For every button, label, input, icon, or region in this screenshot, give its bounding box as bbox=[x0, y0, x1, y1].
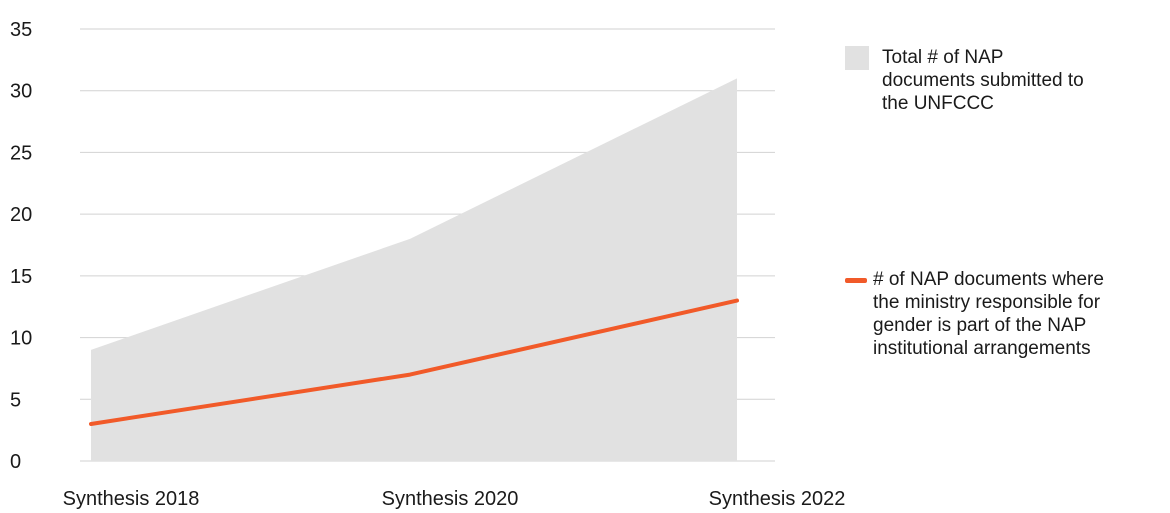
legend-label-total-documents: Total # of NAP documents submitted to th… bbox=[882, 47, 1084, 114]
total-documents-area-series bbox=[91, 78, 737, 461]
legend-item-total-documents: Total # of NAP documents submitted to th… bbox=[845, 46, 1084, 115]
y-tick-label-35: 35 bbox=[10, 19, 32, 41]
y-axis-tick-labels: 0 5 10 15 20 25 30 35 bbox=[10, 19, 32, 473]
y-tick-label-5: 5 bbox=[10, 389, 21, 411]
y-tick-label-15: 15 bbox=[10, 266, 32, 288]
legend-swatch-area bbox=[845, 46, 869, 70]
x-tick-label-1: Synthesis 2020 bbox=[382, 488, 519, 510]
area-total-documents bbox=[91, 78, 737, 461]
y-tick-label-10: 10 bbox=[10, 328, 32, 350]
x-axis-tick-labels: Synthesis 2018 Synthesis 2020 Synthesis 20… bbox=[63, 488, 846, 510]
x-tick-label-2: Synthesis 2022 bbox=[709, 488, 846, 510]
y-tick-label-0: 0 bbox=[10, 451, 21, 473]
gender-ministry-line-series bbox=[89, 298, 739, 426]
y-tick-label-30: 30 bbox=[10, 81, 32, 103]
legend-item-gender-ministry: # of NAP documents where the ministry re… bbox=[845, 268, 1104, 360]
x-tick-label-0: Synthesis 2018 bbox=[63, 488, 200, 510]
legend-swatch-line bbox=[845, 278, 867, 283]
legend-label-gender-ministry: # of NAP documents where the ministry re… bbox=[873, 269, 1104, 359]
y-tick-label-25: 25 bbox=[10, 142, 32, 164]
y-tick-label-20: 20 bbox=[10, 204, 32, 226]
